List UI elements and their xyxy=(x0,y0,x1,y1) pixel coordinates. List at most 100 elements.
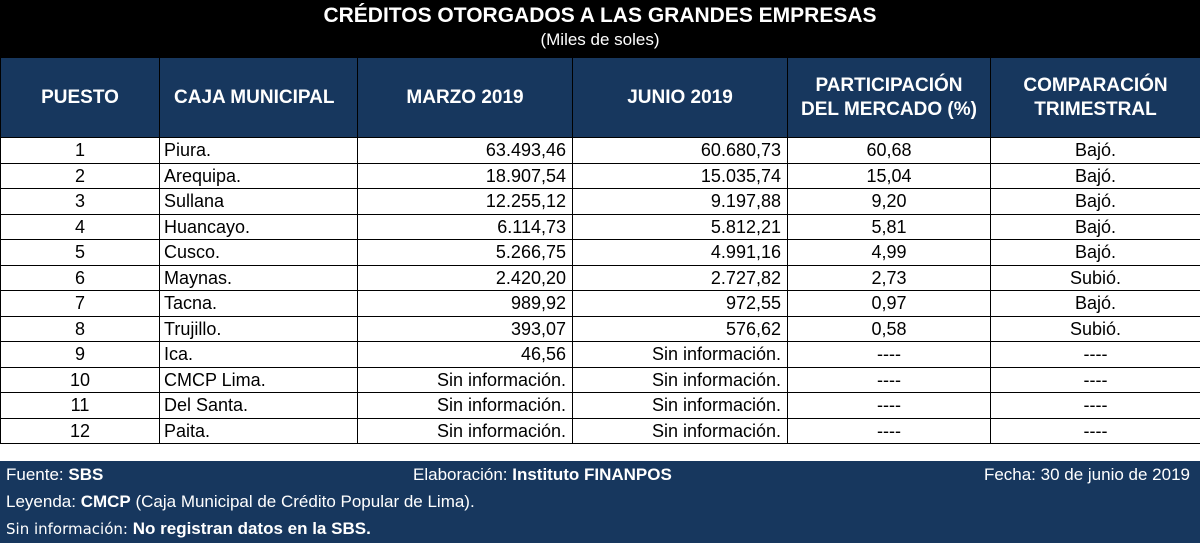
cell-caja: Maynas. xyxy=(159,264,358,291)
cell-caja: Cusco. xyxy=(159,239,358,266)
cell-participacion: 60,68 xyxy=(787,137,991,164)
cell-puesto: 2 xyxy=(0,162,160,189)
col-header-participacion-line2: DEL MERCADO (%) xyxy=(801,98,977,120)
fuente-value: SBS xyxy=(68,465,104,484)
credits-table: PUESTO CAJA MUNICIPAL MARZO 2019 JUNIO 2… xyxy=(0,57,1200,444)
cell-comparacion: ---- xyxy=(990,417,1200,444)
cell-caja: Ica. xyxy=(159,341,358,368)
cell-caja: Paita. xyxy=(159,417,358,444)
cell-marzo: 2.420,20 xyxy=(357,264,573,291)
cell-comparacion: Bajó. xyxy=(990,290,1200,317)
table-row: 10 CMCP Lima. Sin información. Sin informac… xyxy=(0,366,1200,393)
cell-junio: 60.680,73 xyxy=(572,137,788,164)
cell-puesto: 1 xyxy=(0,137,160,164)
table-row: 12 Paita. Sin información. Sin información.… xyxy=(0,417,1200,444)
cell-caja: Del Santa. xyxy=(159,392,358,419)
cell-comparacion: Bajó. xyxy=(990,239,1200,266)
footer: Fuente: SBS Elaboración: Instituto FINAN… xyxy=(0,461,1200,543)
cell-puesto: 5 xyxy=(0,239,160,266)
cell-comparacion: Subió. xyxy=(990,315,1200,342)
cell-caja: Tacna. xyxy=(159,290,358,317)
cell-marzo: 46,56 xyxy=(357,341,573,368)
cell-participacion: ---- xyxy=(787,341,991,368)
leyenda-value: CMCP xyxy=(80,492,131,511)
cell-marzo: 393,07 xyxy=(357,315,573,342)
cell-participacion: 9,20 xyxy=(787,188,991,215)
cell-puesto: 10 xyxy=(0,366,160,393)
table-row: 5 Cusco. 5.266,75 4.991,16 4,99 Bajó. xyxy=(0,239,1200,266)
cell-puesto: 7 xyxy=(0,290,160,317)
cell-participacion: ---- xyxy=(787,366,991,393)
col-header-junio: JUNIO 2019 xyxy=(572,57,788,138)
cell-junio: 15.035,74 xyxy=(572,162,788,189)
cell-caja: Huancayo. xyxy=(159,213,358,240)
page-subtitle: (Miles de soles) xyxy=(540,30,660,49)
table-body: 1 Piura. 63.493,46 60.680,73 60,68 Bajó. 2 Areq… xyxy=(0,137,1200,444)
cell-marzo: 5.266,75 xyxy=(357,239,573,266)
table-row: 7 Tacna. 989,92 972,55 0,97 Bajó. xyxy=(0,290,1200,317)
table-row: 9 Ica. 46,56 Sin información. ---- ---- xyxy=(0,341,1200,368)
footer-row-legend: Leyenda: CMCP (Caja Municipal de Crédito… xyxy=(0,488,1200,515)
cell-marzo: 6.114,73 xyxy=(357,213,573,240)
cell-junio: Sin información. xyxy=(572,341,788,368)
cell-puesto: 11 xyxy=(0,392,160,419)
cell-puesto: 3 xyxy=(0,188,160,215)
cell-marzo: 18.907,54 xyxy=(357,162,573,189)
cell-participacion: 0,58 xyxy=(787,315,991,342)
cell-marzo: 63.493,46 xyxy=(357,137,573,164)
title-band: CRÉDITOS OTORGADOS A LAS GRANDES EMPRESA… xyxy=(0,0,1200,57)
table-row: 8 Trujillo. 393,07 576,62 0,58 Subió. xyxy=(0,315,1200,342)
col-header-comparacion-line2: TRIMESTRAL xyxy=(1034,98,1157,120)
cell-participacion: 15,04 xyxy=(787,162,991,189)
cell-caja: Arequipa. xyxy=(159,162,358,189)
cell-participacion: 0,97 xyxy=(787,290,991,317)
cell-participacion: 2,73 xyxy=(787,264,991,291)
cell-marzo: Sin información. xyxy=(357,392,573,419)
leyenda-label: Leyenda: xyxy=(6,492,81,511)
footer-row-sininfo: Sin información: No registran datos en l… xyxy=(0,515,1200,542)
col-header-comparacion: COMPARACIÓN TRIMESTRAL xyxy=(990,57,1200,138)
cell-junio: 576,62 xyxy=(572,315,788,342)
cell-junio: 972,55 xyxy=(572,290,788,317)
col-header-comparacion-line1: COMPARACIÓN xyxy=(1023,74,1168,96)
cell-junio: 2.727,82 xyxy=(572,264,788,291)
table-row: 6 Maynas. 2.420,20 2.727,82 2,73 Subió. xyxy=(0,264,1200,291)
col-header-caja: CAJA MUNICIPAL xyxy=(159,57,358,138)
sininfo-value: No registran datos en la SBS. xyxy=(132,519,371,538)
cell-caja: Sullana xyxy=(159,188,358,215)
cell-comparacion: ---- xyxy=(990,341,1200,368)
cell-comparacion: ---- xyxy=(990,392,1200,419)
cell-participacion: ---- xyxy=(787,392,991,419)
cell-marzo: Sin información. xyxy=(357,417,573,444)
table-row: 4 Huancayo. 6.114,73 5.812,21 5,81 Bajó. xyxy=(0,213,1200,240)
elaboracion: Elaboración: Instituto FINANPOS xyxy=(413,461,672,488)
cell-junio: Sin información. xyxy=(572,366,788,393)
col-header-participacion: PARTICIPACIÓN DEL MERCADO (%) xyxy=(787,57,991,138)
cell-comparacion: Subió. xyxy=(990,264,1200,291)
cell-caja: Trujillo. xyxy=(159,315,358,342)
col-header-marzo: MARZO 2019 xyxy=(357,57,573,138)
cell-junio: Sin información. xyxy=(572,417,788,444)
table-row: 2 Arequipa. 18.907,54 15.035,74 15,04 Bajó. xyxy=(0,162,1200,189)
fuente-label: Fuente: xyxy=(6,465,69,484)
page-title: CRÉDITOS OTORGADOS A LAS GRANDES EMPRESA… xyxy=(323,4,877,27)
cell-junio: 9.197,88 xyxy=(572,188,788,215)
footer-row-source: Fuente: SBS Elaboración: Instituto FINAN… xyxy=(0,461,1200,488)
cell-comparacion: Bajó. xyxy=(990,188,1200,215)
fecha: Fecha: 30 de junio de 2019 xyxy=(983,465,1190,484)
cell-comparacion: Bajó. xyxy=(990,137,1200,164)
cell-junio: 5.812,21 xyxy=(572,213,788,240)
cell-participacion: 4,99 xyxy=(787,239,991,266)
cell-comparacion: Bajó. xyxy=(990,162,1200,189)
cell-puesto: 12 xyxy=(0,417,160,444)
cell-comparacion: Bajó. xyxy=(990,213,1200,240)
cell-caja: Piura. xyxy=(159,137,358,164)
table-row: 1 Piura. 63.493,46 60.680,73 60,68 Bajó. xyxy=(0,137,1200,164)
cell-puesto: 4 xyxy=(0,213,160,240)
cell-puesto: 9 xyxy=(0,341,160,368)
table-row: 3 Sullana 12.255,12 9.197,88 9,20 Bajó. xyxy=(0,188,1200,215)
cell-marzo: 989,92 xyxy=(357,290,573,317)
cell-participacion: ---- xyxy=(787,417,991,444)
elaboracion-value: Instituto FINANPOS xyxy=(512,465,672,484)
